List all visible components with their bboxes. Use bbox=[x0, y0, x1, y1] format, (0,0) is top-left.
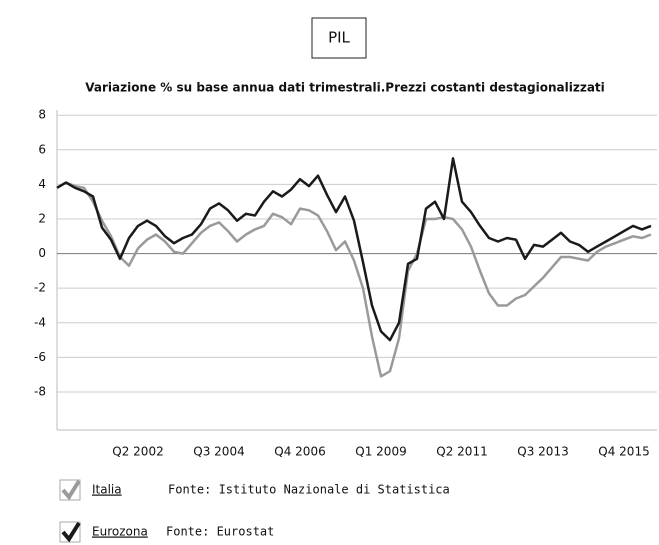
legend-source: Fonte: Istituto Nazionale di Statistica bbox=[168, 483, 450, 497]
legend-check bbox=[61, 479, 81, 501]
legend-source: Fonte: Eurostat bbox=[166, 525, 274, 539]
y-tick-label: -8 bbox=[34, 384, 46, 398]
x-tick-label: Q1 2009 bbox=[355, 445, 406, 459]
chart-title: PIL bbox=[328, 29, 350, 47]
series-line bbox=[56, 181, 652, 378]
x-tick-label: Q4 2015 bbox=[598, 445, 649, 459]
title-box bbox=[311, 17, 367, 59]
y-tick-label: -4 bbox=[34, 315, 46, 329]
x-tick-label: Q2 2011 bbox=[436, 445, 487, 459]
x-tick-label: Q3 2004 bbox=[193, 445, 244, 459]
y-tick-label: -6 bbox=[34, 350, 46, 364]
y-tick-label: -2 bbox=[34, 281, 46, 295]
y-tick-label: 6 bbox=[38, 142, 46, 156]
chart-subtitle: Variazione % su base annua dati trimestr… bbox=[85, 81, 605, 95]
y-tick-label: 2 bbox=[38, 211, 46, 225]
y-tick-label: 8 bbox=[38, 108, 46, 122]
y-tick-label: 0 bbox=[38, 246, 46, 260]
x-tick-label: Q4 2006 bbox=[274, 445, 325, 459]
legend-name: Italia bbox=[92, 483, 122, 497]
x-tick-label: Q2 2002 bbox=[112, 445, 163, 459]
x-tick-label: Q3 2013 bbox=[517, 445, 568, 459]
legend-check bbox=[61, 521, 81, 543]
y-tick-label: 4 bbox=[38, 177, 46, 191]
series-line bbox=[56, 157, 652, 342]
legend-name: Eurozona bbox=[92, 525, 148, 539]
